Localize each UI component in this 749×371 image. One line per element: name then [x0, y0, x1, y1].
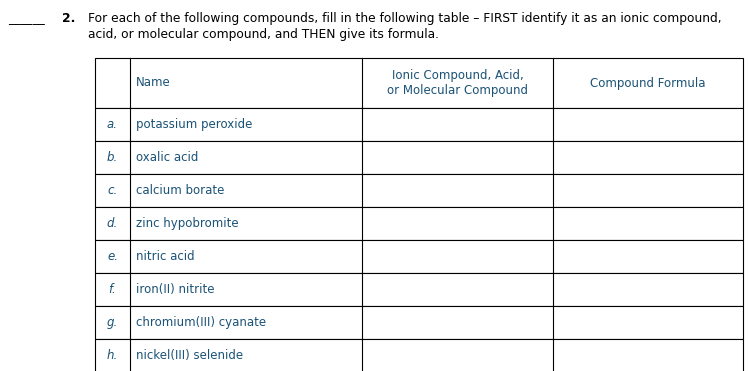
Text: nickel(III) selenide: nickel(III) selenide — [136, 349, 243, 362]
Text: b.: b. — [107, 151, 118, 164]
Bar — [95, 339, 743, 371]
Text: For each of the following compounds, fill in the following table – FIRST identif: For each of the following compounds, fil… — [88, 12, 721, 25]
Text: nitric acid: nitric acid — [136, 250, 195, 263]
Bar — [95, 141, 743, 174]
Text: calcium borate: calcium borate — [136, 184, 225, 197]
Text: a.: a. — [107, 118, 118, 131]
Text: h.: h. — [107, 349, 118, 362]
Text: f.: f. — [109, 283, 116, 296]
Bar — [95, 174, 743, 207]
Text: oxalic acid: oxalic acid — [136, 151, 198, 164]
Bar — [95, 240, 743, 273]
Text: d.: d. — [107, 217, 118, 230]
Text: Ionic Compound, Acid,
or Molecular Compound: Ionic Compound, Acid, or Molecular Compo… — [387, 69, 528, 97]
Text: e.: e. — [107, 250, 118, 263]
Text: c.: c. — [107, 184, 118, 197]
Text: acid, or molecular compound, and THEN give its formula.: acid, or molecular compound, and THEN gi… — [88, 28, 439, 41]
Bar — [95, 306, 743, 339]
Text: zinc hypobromite: zinc hypobromite — [136, 217, 239, 230]
Text: g.: g. — [107, 316, 118, 329]
Text: potassium peroxide: potassium peroxide — [136, 118, 252, 131]
Bar — [95, 58, 743, 108]
Bar — [95, 273, 743, 306]
Text: ______: ______ — [8, 12, 45, 25]
Bar — [95, 108, 743, 141]
Text: Name: Name — [136, 76, 171, 89]
Text: 2.: 2. — [62, 12, 76, 25]
Bar — [95, 207, 743, 240]
Text: chromium(III) cyanate: chromium(III) cyanate — [136, 316, 266, 329]
Text: Compound Formula: Compound Formula — [590, 76, 706, 89]
Text: iron(II) nitrite: iron(II) nitrite — [136, 283, 214, 296]
